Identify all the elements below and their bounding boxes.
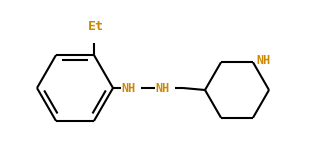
Text: Et: Et [88,20,104,33]
Text: NH: NH [155,82,169,95]
Text: NH: NH [121,82,135,95]
Text: NH: NH [256,54,270,67]
